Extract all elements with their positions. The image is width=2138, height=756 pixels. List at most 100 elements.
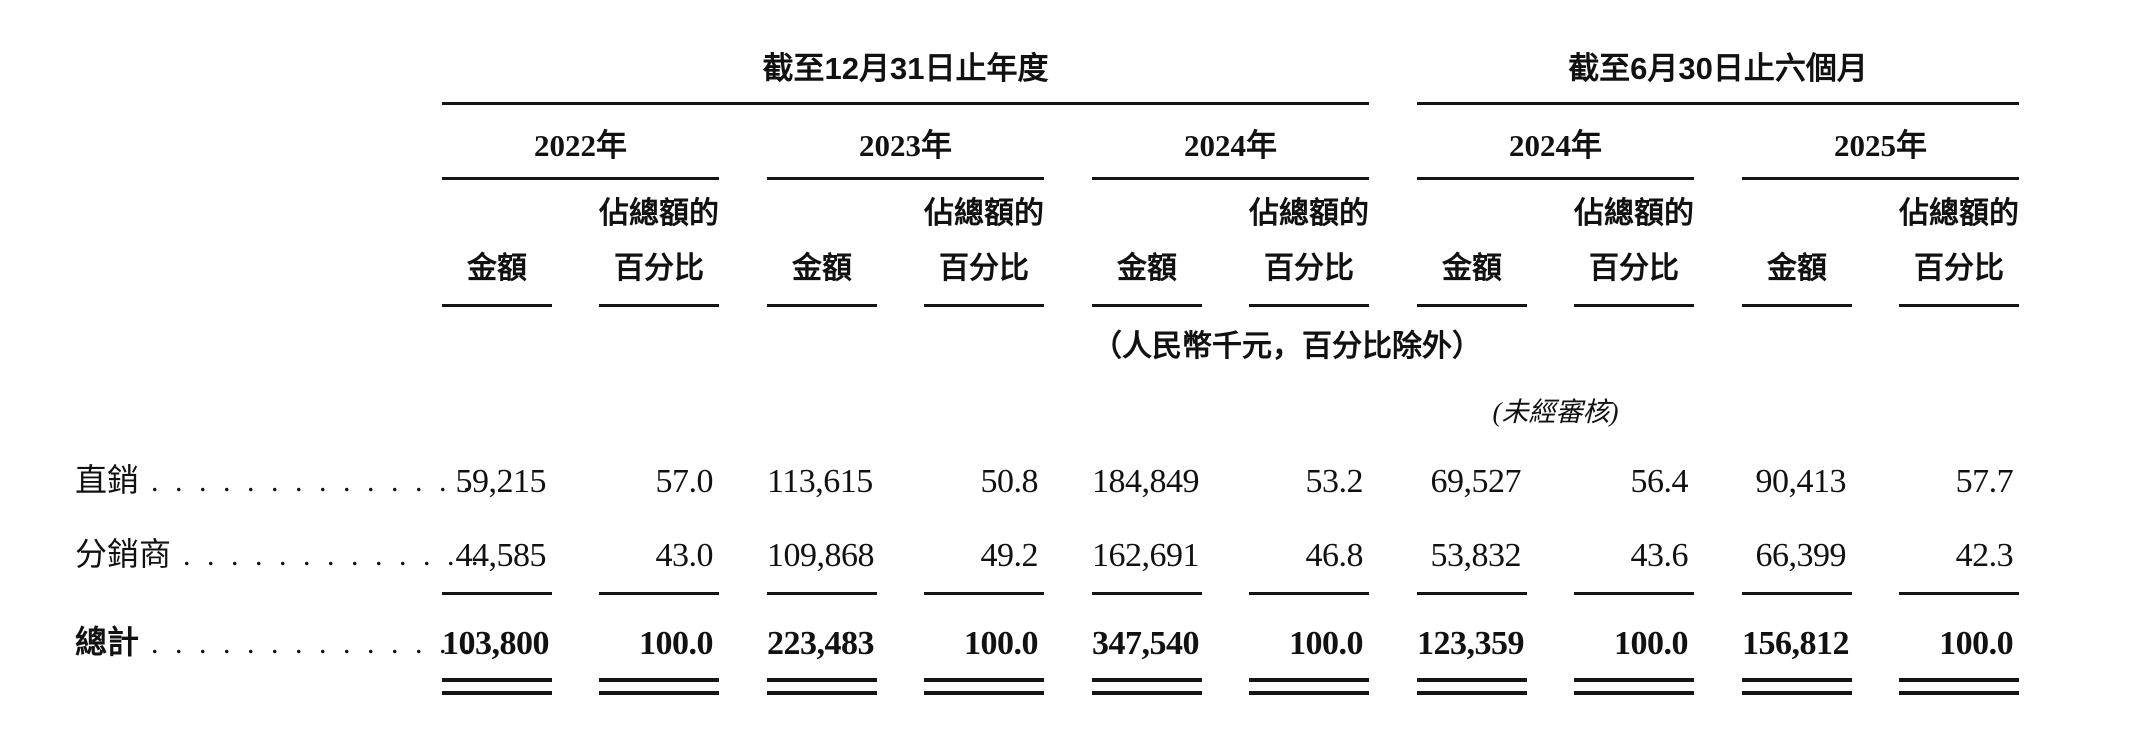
single-rule xyxy=(1417,592,1528,595)
period-group-interim: 截至6月30日止六個月 xyxy=(1369,30,2020,105)
table-cell: 100.0 xyxy=(877,595,1044,669)
year-label: 2023年 xyxy=(859,128,952,163)
spacer-cell xyxy=(75,180,394,307)
double-rule xyxy=(1417,678,1528,695)
table-cell: 156,812 xyxy=(1694,595,1852,669)
period-group-annual: 截至12月31日止年度 xyxy=(394,30,1370,105)
column-header-row: 金額 佔總額的 百分比 金額 佔總額的 百分比 金額 xyxy=(75,180,2020,307)
table-cell: 100.0 xyxy=(1202,595,1369,669)
cell-value: 156,812 xyxy=(1742,625,1850,662)
table-cell: 100.0 xyxy=(1852,595,2019,669)
amount-header-label: 金額 xyxy=(1442,252,1503,285)
amount-header-label: 金額 xyxy=(792,252,852,285)
double-rule xyxy=(1249,678,1370,695)
table-cell: 69,527 xyxy=(1369,433,1527,507)
double-rule xyxy=(1574,678,1695,695)
row-label: 分銷商 xyxy=(75,536,172,572)
table-row-total: 總計 . . . . . . . . . . . . . . 103,800 10… xyxy=(75,595,2019,669)
table-cell: 50.8 xyxy=(877,433,1044,507)
rule-cell xyxy=(719,581,877,595)
table-cell: 57.0 xyxy=(552,433,719,507)
pct-header-line2: 百分比 xyxy=(1914,252,2005,285)
row-label-cell: 直銷 . . . . . . . . . . . . . . xyxy=(75,433,471,507)
table-cell: 162,691 xyxy=(1044,507,1202,581)
col-header-amount: 金額 xyxy=(719,180,877,307)
cell-value: 43.0 xyxy=(655,537,714,574)
period-group-interim-rule xyxy=(1417,102,2020,105)
table-cell: 100.0 xyxy=(552,595,719,669)
single-rule xyxy=(1742,592,1853,595)
cell-value: 113,615 xyxy=(767,463,873,500)
col-header-rule xyxy=(1574,304,1695,307)
units-note-cell: （人民幣千元，百分比除外） xyxy=(1044,307,1482,371)
units-note-row: （人民幣千元，百分比除外） xyxy=(75,307,2019,371)
unaudited-note-row: (未經審核) xyxy=(75,371,2019,433)
col-header-rule xyxy=(1092,304,1202,307)
row-label-cell: 分銷商 . . . . . . . . . . . . . xyxy=(75,507,479,581)
year-rule xyxy=(1417,177,1695,180)
amount-header-label: 金額 xyxy=(1767,252,1828,285)
rule-cell xyxy=(394,669,552,695)
single-rule xyxy=(1249,592,1370,595)
cell-value: 100.0 xyxy=(1614,625,1689,662)
row-label-cell: 總計 . . . . . . . . . . . . . . xyxy=(75,595,471,669)
rule-cell xyxy=(1527,669,1695,695)
rule-cell xyxy=(877,581,1044,595)
single-rule xyxy=(599,592,719,595)
table-cell: 57.7 xyxy=(1852,433,2019,507)
period-header-row: 截至12月31日止年度 截至6月30日止六個月 xyxy=(75,30,2020,105)
double-rule xyxy=(599,678,719,695)
dot-leader: . . . . . . . . . . . . . . xyxy=(151,465,472,498)
col-header-amount: 金額 xyxy=(1694,180,1853,307)
col-header-amount: 金額 xyxy=(394,180,552,307)
cell-value: 43.6 xyxy=(1630,537,1689,574)
period-group-interim-label: 截至6月30日止六個月 xyxy=(1568,51,1868,86)
table-cell: 56.4 xyxy=(1527,433,1694,507)
cell-value: 100.0 xyxy=(1939,625,2014,662)
col-header-rule xyxy=(1417,304,1528,307)
double-rule xyxy=(1742,678,1853,695)
col-header-rule xyxy=(1899,304,2020,307)
spacer-cell xyxy=(75,30,394,105)
double-rule xyxy=(1092,678,1202,695)
rule-cell xyxy=(1202,581,1370,595)
col-header-rule xyxy=(767,304,877,307)
amount-header-label: 金額 xyxy=(467,252,527,285)
pct-header-line1: 佔總額的 xyxy=(599,197,719,230)
row-label: 直銷 xyxy=(75,462,140,498)
col-header-percentage: 佔總額的 百分比 xyxy=(1852,180,2020,307)
col-header-rule xyxy=(924,304,1044,307)
pct-header-line1: 佔總額的 xyxy=(924,197,1044,230)
cell-value: 100.0 xyxy=(964,625,1039,662)
spacer-cell xyxy=(394,371,1369,433)
rule-cell xyxy=(1852,581,2020,595)
cell-value: 66,399 xyxy=(1755,537,1847,574)
cell-value: 50.8 xyxy=(980,463,1039,500)
cell-value: 49.2 xyxy=(980,537,1039,574)
col-header-rule xyxy=(442,304,552,307)
cell-value: 184,849 xyxy=(1092,463,1200,500)
pct-header-line2: 百分比 xyxy=(1589,252,1680,285)
table-cell: 49.2 xyxy=(877,507,1044,581)
cell-value: 56.4 xyxy=(1630,463,1689,500)
pct-header-line2: 百分比 xyxy=(939,252,1029,285)
period-group-annual-rule xyxy=(442,102,1370,105)
table-cell: 103,800 xyxy=(394,595,552,669)
cell-value: 69,527 xyxy=(1430,463,1522,500)
amount-header-label: 金額 xyxy=(1117,252,1177,285)
table-cell: 53,832 xyxy=(1369,507,1527,581)
dot-leader: . . . . . . . . . . . . . xyxy=(183,539,480,572)
cell-value: 103,800 xyxy=(442,625,550,662)
spacer-cell xyxy=(1694,371,2019,433)
single-rule xyxy=(1092,592,1202,595)
units-note: （人民幣千元，百分比除外） xyxy=(1092,330,1482,363)
year-group-2023: 2023年 xyxy=(719,105,1044,180)
table-cell: 100.0 xyxy=(1527,595,1694,669)
col-header-amount: 金額 xyxy=(1044,180,1202,307)
year-label: 2024年 xyxy=(1184,128,1278,163)
rule-cell xyxy=(719,669,877,695)
cell-value: 53.2 xyxy=(1305,463,1364,500)
year-label: 2024年 xyxy=(1509,128,1603,163)
dot-leader: . . . . . . . . . . . . . . xyxy=(151,627,472,660)
